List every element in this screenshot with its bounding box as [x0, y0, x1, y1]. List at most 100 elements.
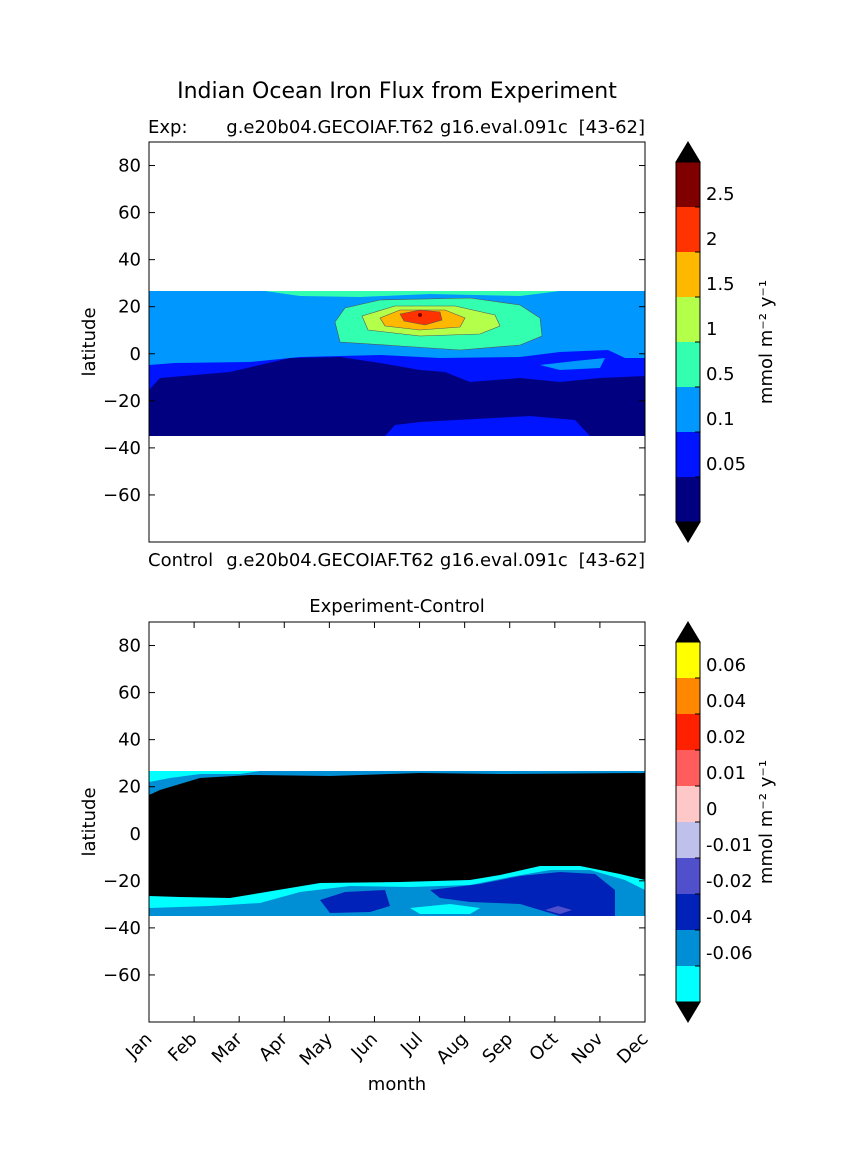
bottom-colorbar-tick-label: 0.01 [706, 763, 746, 784]
region-blue-patch [540, 358, 605, 370]
top-colorbar: 2.5 2 1.5 1 0.5 0.1 0.05 [675, 141, 746, 543]
top-contour-field [149, 291, 645, 436]
top-plot-frame [148, 141, 646, 543]
bottom-colorbar-tick-label: 0 [706, 799, 717, 820]
top-colorbar-band [676, 162, 700, 207]
bottom-colorbar-band [676, 678, 700, 714]
bottom-colorbar-tick-label: 0.02 [706, 727, 746, 748]
bottom-xtick-label: Apr [255, 1028, 292, 1065]
bottom-ytick-label: 40 [118, 730, 141, 751]
region-navy [149, 357, 645, 436]
top-ytick-label: −40 [103, 438, 141, 459]
bottom-xtick-label: May [296, 1028, 337, 1069]
bottom-panel: Experiment-Control 80 60 40 20 0 −20 −40 −60 Ja… [79, 596, 777, 1095]
top-bottom-label-center: g.e20b04.GECOIAF.T62 g16.eval.091c [226, 550, 567, 571]
bottom-xlabel: month [368, 1074, 426, 1095]
region-top-cyan [149, 771, 260, 782]
top-subtitle-right: [43-62] [579, 117, 645, 138]
bottom-title: Experiment-Control [309, 596, 485, 617]
bottom-colorbar-band [676, 966, 700, 1002]
top-subtitle-left: Exp: [148, 117, 188, 138]
bottom-xtick-label: Aug [432, 1029, 472, 1069]
bottom-colorbar-band [676, 642, 700, 678]
bottom-colorbar-band [676, 786, 700, 822]
bottom-colorbar-band [676, 822, 700, 858]
bottom-ylabel: latitude [79, 787, 100, 856]
top-colorbar-tick-label: 2.5 [706, 184, 735, 205]
top-ytick-label: 20 [118, 297, 141, 318]
top-colorbar-extend-bottom [675, 521, 701, 543]
bottom-xtick-label: Mar [208, 1028, 247, 1067]
bottom-colorbar-tick-label: -0.04 [706, 907, 753, 928]
top-colorbar-band [676, 207, 700, 252]
bottom-xtick-label: Nov [568, 1028, 608, 1068]
bottom-ytick-label: 80 [118, 636, 141, 657]
top-colorbar-band [676, 252, 700, 297]
bottom-ytick-label: 20 [118, 777, 141, 798]
top-colorbar-tick-label: 1 [706, 319, 717, 340]
region-peak [418, 313, 422, 317]
top-colorbar-tick-label: 0.05 [706, 454, 746, 475]
bottom-colorbar-extend-bottom [675, 1001, 701, 1023]
bottom-xtick-label: Sep [478, 1029, 517, 1068]
top-colorbar-tick-label: 0.1 [706, 409, 735, 430]
top-colorbar-band [676, 342, 700, 387]
bottom-xtick-label: Feb [164, 1029, 201, 1066]
bottom-xtick-label: Jul [396, 1029, 427, 1060]
top-subtitle-center: g.e20b04.GECOIAF.T62 g16.eval.091c [226, 117, 567, 138]
bottom-ytick-label: −20 [103, 871, 141, 892]
bottom-colorbar-band [676, 858, 700, 894]
top-y-axis: 80 60 40 20 0 −20 −40 −60 [103, 156, 645, 506]
region-south-cyan-patch [410, 904, 480, 914]
bottom-colorbar-tick-label: 0.06 [706, 655, 746, 676]
top-ytick-label: 0 [130, 344, 141, 365]
bottom-colorbar-tick-label: -0.01 [706, 835, 753, 856]
bottom-y-axis: 80 60 40 20 0 −20 −40 −60 [103, 636, 645, 986]
top-ytick-label: 80 [118, 156, 141, 177]
top-colorbar-band [676, 387, 700, 432]
top-colorbar-band [676, 297, 700, 342]
bottom-xtick-label: Oct [525, 1029, 562, 1066]
top-ytick-label: 40 [118, 250, 141, 271]
bottom-colorbar-extend-top [675, 621, 701, 643]
top-bottom-label-right: [43-62] [579, 550, 645, 571]
bottom-colorbar-label: mmol m⁻² y⁻¹ [756, 760, 777, 884]
top-colorbar-tick-label: 1.5 [706, 274, 735, 295]
bottom-ytick-label: 60 [118, 683, 141, 704]
region-south-dark-blue-2 [430, 872, 615, 916]
top-ytick-label: −20 [103, 391, 141, 412]
top-colorbar-band [676, 477, 700, 522]
region-south-dark-blue [320, 890, 390, 913]
bottom-colorbar-tick-label: 0.04 [706, 691, 746, 712]
region-aqua-north [265, 291, 560, 297]
top-ytick-label: −60 [103, 485, 141, 506]
top-colorbar-extend-top [675, 141, 701, 163]
bottom-xtick-label: Jun [347, 1029, 382, 1064]
top-ytick-label: 60 [118, 203, 141, 224]
top-colorbar-tick-label: 2 [706, 229, 717, 250]
figure-title: Indian Ocean Iron Flux from Experiment [177, 79, 617, 104]
bottom-plot-frame [148, 621, 646, 1023]
top-bottom-label-left: Control [148, 550, 213, 571]
region-south-purple [545, 906, 572, 914]
bottom-ytick-label: −40 [103, 918, 141, 939]
bottom-colorbar-tick-label: -0.02 [706, 871, 753, 892]
bottom-colorbar: 0.06 0.04 0.02 0.01 0 -0.01 -0.02 -0.04 -0.06 [675, 621, 753, 1023]
bottom-ytick-label: 0 [130, 824, 141, 845]
bottom-colorbar-tick-label: -0.06 [706, 943, 753, 964]
region-red [399, 309, 443, 326]
bottom-xtick-label: Jan [121, 1029, 156, 1064]
top-colorbar-label: mmol m⁻² y⁻¹ [756, 280, 777, 404]
top-colorbar-band [676, 432, 700, 477]
bottom-colorbar-band [676, 750, 700, 786]
bottom-xtick-label: Dec [613, 1029, 652, 1068]
top-colorbar-tick-label: 0.5 [706, 364, 735, 385]
top-panel: Exp: g.e20b04.GECOIAF.T62 g16.eval.091c … [79, 117, 777, 571]
bottom-ytick-label: −60 [103, 965, 141, 986]
bottom-colorbar-band [676, 894, 700, 930]
bottom-colorbar-band [676, 930, 700, 966]
bottom-colorbar-band [676, 714, 700, 750]
bottom-contour-field [149, 771, 645, 916]
top-ylabel: latitude [79, 307, 100, 376]
